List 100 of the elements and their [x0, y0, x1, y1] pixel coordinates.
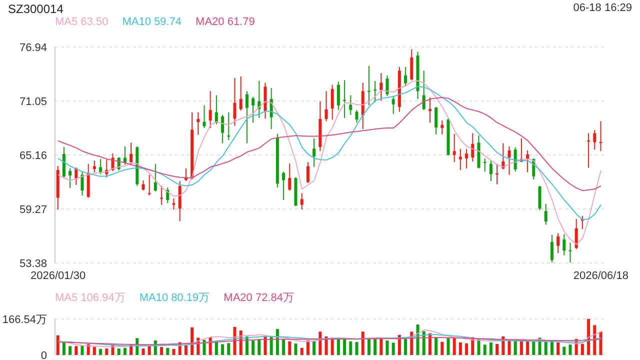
bar — [593, 325, 596, 355]
candlestick — [233, 77, 236, 126]
bar — [349, 341, 352, 355]
bar — [434, 337, 438, 355]
bar — [465, 343, 468, 355]
line-series — [58, 334, 602, 346]
bar — [56, 335, 60, 355]
y-tick-label: 71.05 — [19, 96, 47, 108]
candlestick — [324, 90, 328, 122]
bar — [587, 319, 590, 355]
bar — [496, 344, 499, 355]
bar — [361, 332, 364, 355]
bar — [452, 338, 456, 355]
candlestick — [330, 84, 334, 120]
y-tick-label: 65.16 — [19, 150, 47, 162]
candlestick — [587, 132, 590, 168]
candlestick — [184, 168, 188, 182]
bar — [398, 334, 401, 355]
candlestick — [599, 120, 602, 152]
candlestick — [496, 163, 499, 185]
candlestick — [172, 198, 176, 210]
y-tick-label: 166.54万 — [2, 314, 47, 326]
bar — [514, 341, 517, 355]
bar — [105, 348, 108, 355]
candlestick — [538, 185, 542, 211]
candlestick — [465, 148, 468, 169]
candlestick — [86, 163, 90, 198]
text: MA5 106.94万 — [55, 291, 126, 305]
candlestick — [349, 94, 352, 116]
candlestick — [160, 185, 164, 206]
bar — [99, 348, 102, 355]
bar — [489, 342, 492, 355]
bar — [62, 342, 66, 355]
bar — [92, 347, 96, 355]
bar — [276, 329, 279, 355]
candlestick — [508, 146, 511, 176]
candlestick — [544, 203, 548, 226]
text: MA20 61.79 — [196, 16, 255, 28]
bar — [568, 344, 572, 355]
y-tick-label: 0 — [40, 350, 47, 360]
y-tick-label: 53.38 — [19, 258, 47, 270]
bar — [386, 340, 389, 355]
candlestick — [196, 112, 200, 136]
candlestick — [300, 192, 304, 210]
candlestick — [221, 114, 224, 144]
bar — [336, 339, 340, 355]
bar — [458, 342, 462, 355]
bar — [324, 336, 328, 355]
candlestick — [458, 148, 462, 171]
bar — [343, 338, 346, 355]
bar — [556, 342, 560, 355]
candlestick — [489, 160, 492, 182]
bar — [68, 346, 72, 355]
y-tick-label: 76.94 — [19, 42, 47, 54]
candlestick — [440, 120, 444, 135]
candlestick — [434, 106, 438, 135]
bar — [148, 346, 151, 355]
bar — [422, 331, 426, 355]
bar — [306, 340, 310, 355]
candlestick — [142, 180, 145, 191]
bar — [312, 341, 316, 355]
chart-title: SZ300014 — [8, 2, 64, 16]
bar — [258, 339, 261, 355]
candlestick — [386, 74, 389, 96]
bar — [532, 340, 536, 355]
line-series — [58, 336, 602, 346]
candlestick — [202, 104, 206, 129]
candlestick — [227, 112, 230, 141]
candlestick — [374, 80, 377, 103]
bar — [74, 346, 78, 355]
candlestick — [154, 163, 157, 192]
candlestick — [178, 180, 182, 222]
x-tick-label: 2026/01/30 — [30, 270, 86, 282]
bar — [288, 341, 292, 355]
candlestick — [471, 132, 474, 162]
bar — [483, 344, 486, 355]
candlestick — [593, 129, 596, 150]
bar — [318, 332, 322, 355]
candlestick — [282, 171, 286, 201]
candlestick — [68, 168, 72, 189]
candlestick — [252, 96, 255, 124]
bar — [508, 340, 511, 355]
candlestick — [568, 242, 572, 263]
text: MA20 72.84万 — [224, 291, 294, 305]
bar — [172, 348, 176, 355]
bar — [214, 341, 218, 355]
bar — [294, 344, 298, 355]
bar — [190, 327, 194, 355]
bar — [142, 348, 145, 355]
text: MA5 63.50 — [55, 16, 108, 28]
candlestick — [380, 72, 383, 102]
x-tick-label: 2026/06/18 — [573, 270, 628, 282]
bar — [355, 342, 358, 355]
candlestick — [556, 232, 560, 254]
candlestick — [574, 218, 578, 250]
candlestick — [452, 133, 456, 163]
candlestick — [130, 142, 133, 166]
candlestick — [550, 234, 554, 263]
bar — [166, 348, 170, 355]
candlestick — [336, 81, 340, 111]
